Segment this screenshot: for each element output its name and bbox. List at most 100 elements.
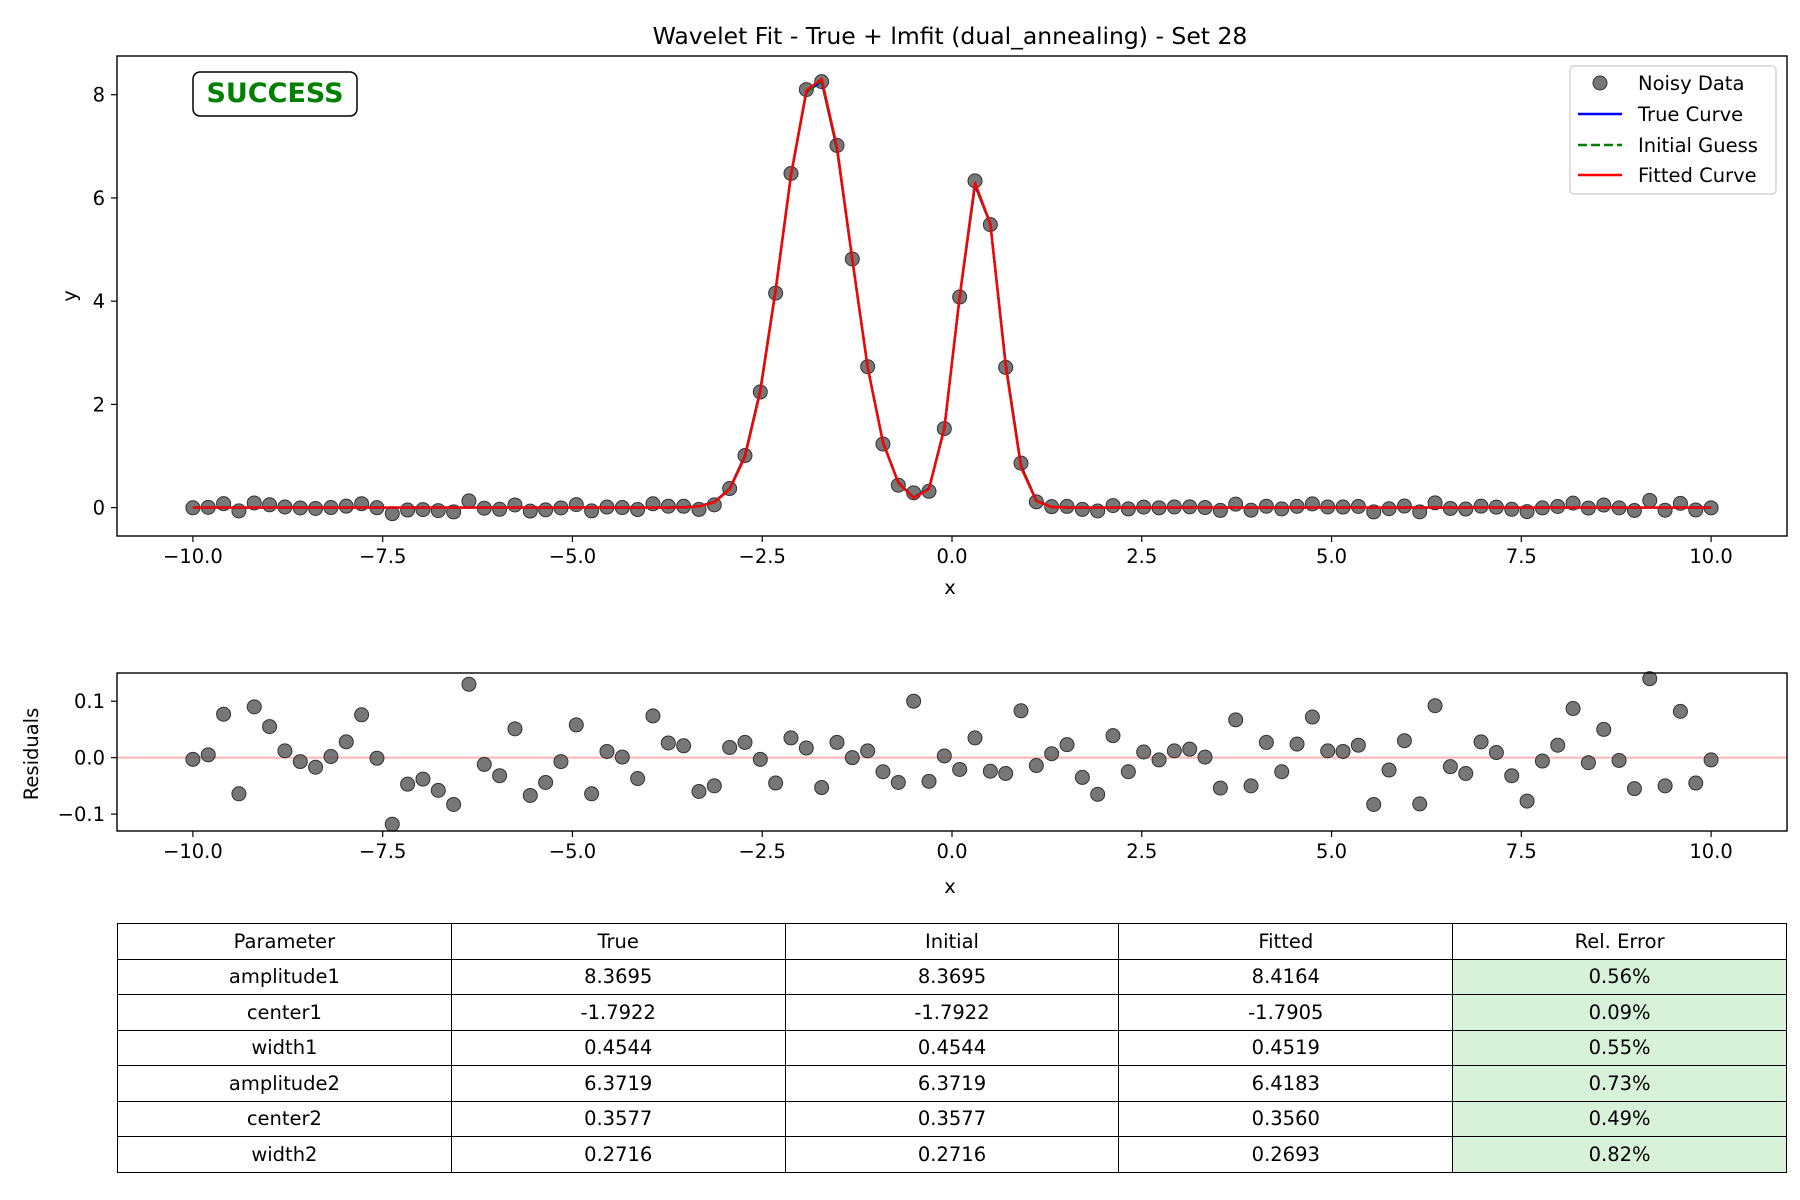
residuals-x-tick-label: 5.0 [1316,840,1347,863]
table-cell: width2 [117,1136,452,1173]
residual-point [277,743,293,759]
residuals-plot-background [117,673,1787,831]
residual-point [1228,712,1244,728]
residual-point [231,786,247,802]
residual-point [1105,728,1121,744]
table-cell: -1.7905 [1118,994,1454,1031]
table-cell: 8.3695 [784,958,1120,995]
table-cell: 0.2693 [1118,1136,1454,1173]
residual-point [844,750,860,766]
residual-point [1442,759,1458,775]
main-y-axis-label: y [58,290,81,302]
residual-point [1534,753,1550,769]
residual-point [1335,743,1351,759]
residual-point [1166,743,1182,759]
main-x-tick-label: 10.0 [1689,545,1732,568]
table-cell: 0.3560 [1118,1100,1454,1137]
residual-point [660,735,676,751]
legend-noisy-data-label: Noisy Data [1638,72,1744,95]
table-cell: center2 [117,1100,452,1137]
noisy-data-point [584,503,600,519]
residual-point [476,756,492,772]
rel-error-cell: 0.09% [1452,994,1787,1031]
residual-point [722,739,738,755]
residual-point [1212,780,1228,796]
residual-point [1550,737,1566,753]
table-header-cell: Rel. Error [1452,923,1787,960]
residuals-x-tick-label: −7.5 [359,840,406,863]
main-plot: −10.0 −7.5 −5.0 −2.5 0.0 2.5 5.0 7.5 10.0 0 2 4 6 8 [93,55,1788,568]
main-x-tick-label: −5.0 [549,545,596,568]
noisy-data-point [1427,495,1443,511]
residual-point [369,750,385,766]
table-cell: -1.7922 [450,994,786,1031]
residual-point [614,749,630,765]
residual-point [1182,741,1198,757]
residual-point [1427,698,1443,714]
legend-initial-guess-label: Initial Guess [1638,134,1758,157]
noisy-data-point [492,501,508,517]
table-row: center1 -1.7922 -1.7922 -1.7905 0.09% [117,994,1787,1031]
residual-point [1197,749,1213,765]
table-row: amplitude1 8.3695 8.3695 8.4164 0.56% [117,958,1787,995]
main-chart-title: Wavelet Fit - True + lmfit (dual_anneali… [653,22,1248,50]
residual-point [1519,793,1535,809]
noisy-data-point [522,503,538,519]
residuals-x-tick-label: −10.0 [163,840,223,863]
parameter-table: Parameter True Initial Fitted Rel. Error… [117,923,1787,1173]
noisy-data-point [1258,498,1274,514]
residual-point [185,751,201,767]
residual-point [1396,733,1412,749]
residual-point [630,771,646,787]
residual-point [246,699,262,715]
residual-point [568,717,584,733]
residual-point [1488,745,1504,761]
noisy-data-point [415,502,431,518]
residual-point [1381,762,1397,778]
residual-point [507,721,523,737]
noisy-data-point [1105,498,1121,514]
noisy-data-point [1657,502,1673,518]
noisy-data-point [1596,497,1612,513]
noisy-data-point [1228,496,1244,512]
noisy-data-point [630,502,646,518]
main-x-tick-label: 7.5 [1506,545,1537,568]
residual-point [936,748,952,764]
noisy-data-point [568,497,584,513]
residual-point [645,708,661,724]
residual-point [1703,752,1719,768]
table-cell: center1 [117,994,452,1031]
residuals-plot-frame [116,672,1788,832]
residual-point [1274,764,1290,780]
rel-error-cell: 0.73% [1452,1065,1787,1102]
noisy-data-point [1289,498,1305,514]
table-cell: 0.3577 [784,1100,1120,1137]
rel-error-cell: 0.82% [1452,1136,1787,1173]
residuals-series [185,671,1719,832]
residual-point [216,706,232,722]
residual-point [906,693,922,709]
residual-point [860,743,876,759]
noisy-data-point [461,493,477,509]
table-cell: width1 [117,1029,452,1066]
residual-point [1626,781,1642,797]
table-cell: amplitude1 [117,958,452,995]
table-cell: amplitude2 [117,1065,452,1102]
noisy-data-point [262,497,278,513]
residual-point [1074,769,1090,785]
residual-point [1320,743,1336,759]
residuals-y-tick-label: 0.1 [74,690,105,713]
residuals-y-tick-label: −0.1 [58,803,105,826]
residual-point [768,775,784,791]
residual-point [875,764,891,780]
noisy-data-point [890,477,906,493]
residual-point [1304,709,1320,725]
parameter-table-header-row: Parameter True Initial Fitted Rel. Error [117,923,1787,960]
residual-point [1565,701,1581,717]
noisy-data-point [1504,501,1520,517]
main-plot-frame [116,55,1788,537]
rel-error-cell: 0.56% [1452,958,1787,995]
residual-point [1596,721,1612,737]
residual-point [1688,775,1704,791]
